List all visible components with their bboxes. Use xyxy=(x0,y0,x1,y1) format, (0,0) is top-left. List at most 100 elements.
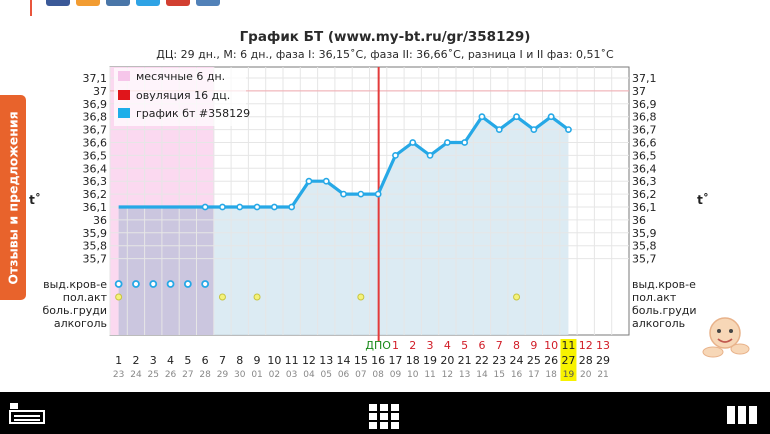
x-tick-date: 08 xyxy=(372,370,384,380)
x-tick-date: 12 xyxy=(442,370,453,380)
x-tick-day: 7 xyxy=(219,354,226,367)
bbt-point xyxy=(322,177,330,185)
x-tick-date: 07 xyxy=(355,370,366,380)
share-icon[interactable] xyxy=(76,0,100,6)
x-tick-day: 16 xyxy=(371,354,385,367)
y-tick-left: 36,6 xyxy=(83,137,108,150)
y-tick-right: 36,5 xyxy=(632,149,657,162)
legend-box xyxy=(114,68,246,126)
y-tick-right: 35,8 xyxy=(632,240,657,253)
x-tick-date: 06 xyxy=(338,370,350,380)
bbt-point xyxy=(461,139,469,146)
x-tick-date: 11 xyxy=(424,370,435,380)
dpo-tick: 9 xyxy=(530,339,537,352)
event-row-label-right: выд.кров-е xyxy=(632,278,696,291)
intercourse-marker xyxy=(253,293,261,301)
dpo-caption: ДПО xyxy=(365,339,391,352)
bbt-point xyxy=(305,177,313,185)
x-tick-date: 02 xyxy=(269,370,280,380)
menses-overlap xyxy=(118,207,214,335)
share-icon[interactable] xyxy=(106,0,130,6)
x-tick-date: 30 xyxy=(234,370,246,380)
x-tick-date: 18 xyxy=(545,370,557,380)
x-tick-date: 17 xyxy=(528,370,539,380)
bleeding-marker xyxy=(114,280,123,288)
grid-menu-icon[interactable] xyxy=(369,404,399,430)
x-tick-day: 4 xyxy=(167,354,174,367)
event-row-label-right: боль.груди xyxy=(632,304,697,317)
dpo-tick: 5 xyxy=(461,339,468,352)
x-tick-date: 05 xyxy=(321,370,332,380)
share-icon[interactable] xyxy=(166,0,190,6)
bleeding-marker xyxy=(183,280,192,288)
top-share-strip xyxy=(0,0,770,16)
share-icon[interactable] xyxy=(46,0,70,6)
bbt-point xyxy=(219,203,226,211)
x-tick-day: 13 xyxy=(319,354,333,367)
y-tick-right: 36,6 xyxy=(632,137,657,150)
x-tick-date: 03 xyxy=(286,370,297,380)
bbt-point xyxy=(374,190,382,198)
x-tick-day: 29 xyxy=(596,354,610,367)
x-tick-date: 23 xyxy=(113,370,124,380)
y-tick-left: 35,8 xyxy=(83,240,108,253)
x-tick-day: 5 xyxy=(184,354,191,367)
dpo-tick: 2 xyxy=(409,339,416,352)
x-tick-day: 27 xyxy=(561,354,575,367)
x-tick-date: 20 xyxy=(580,370,592,380)
bbt-point xyxy=(530,126,538,134)
x-tick-day: 28 xyxy=(579,354,593,367)
bbt-point xyxy=(565,126,572,134)
dpo-tick: 10 xyxy=(544,339,558,352)
x-tick-day: 12 xyxy=(302,354,316,367)
bbt-point xyxy=(201,203,209,211)
baby-mascot-icon xyxy=(702,317,750,358)
x-tick-day: 24 xyxy=(510,354,524,367)
share-icon[interactable] xyxy=(196,0,220,6)
x-tick-day: 20 xyxy=(440,354,454,367)
bleeding-marker xyxy=(132,280,140,288)
dpo-tick: 4 xyxy=(444,339,451,352)
x-tick-date: 13 xyxy=(459,370,470,380)
event-row-label-left: боль.груди xyxy=(42,304,107,317)
x-tick-day: 2 xyxy=(132,354,139,367)
x-tick-day: 22 xyxy=(475,354,489,367)
bbt-point xyxy=(357,190,365,198)
bbt-point xyxy=(270,203,278,211)
x-tick-day: 15 xyxy=(354,354,368,367)
share-icon[interactable] xyxy=(136,0,160,6)
x-tick-date: 28 xyxy=(199,370,211,380)
feedback-tab[interactable]: Отзывы и предложения xyxy=(0,95,26,300)
y-tick-right: 36,9 xyxy=(632,98,657,111)
y-tick-right: 36,3 xyxy=(632,175,657,188)
legend-label: график бт #358129 xyxy=(136,107,250,120)
dpo-tick: 7 xyxy=(496,339,503,352)
bbt-point xyxy=(409,139,417,146)
x-tick-date: 27 xyxy=(182,370,193,380)
bbt-point xyxy=(392,151,399,159)
x-tick-day: 3 xyxy=(150,354,157,367)
y-tick-left: 36 xyxy=(93,214,107,227)
event-row-label-left: алкоголь xyxy=(54,317,107,330)
intercourse-marker xyxy=(218,293,226,301)
bbt-point xyxy=(426,151,434,159)
y-tick-right: 36,1 xyxy=(632,201,657,214)
x-tick-day: 25 xyxy=(527,354,541,367)
x-tick-day: 18 xyxy=(406,354,420,367)
tabs-icon[interactable] xyxy=(727,406,757,424)
y-tick-right: 35,7 xyxy=(632,253,657,266)
x-tick-day: 21 xyxy=(458,354,472,367)
message-icon[interactable] xyxy=(9,402,45,424)
x-tick-date: 26 xyxy=(165,370,177,380)
x-tick-day: 14 xyxy=(337,354,351,367)
intercourse-marker xyxy=(115,293,123,301)
x-tick-date: 01 xyxy=(251,370,262,380)
y-axis-label-right: t˚ xyxy=(697,192,709,207)
x-tick-day: 23 xyxy=(492,354,506,367)
bbt-point xyxy=(340,190,347,198)
x-tick-date: 29 xyxy=(217,370,229,380)
y-tick-left: 36,1 xyxy=(83,201,108,214)
y-tick-right: 36,8 xyxy=(632,111,657,124)
event-row-label-left: пол.акт xyxy=(63,291,108,304)
dpo-tick: 12 xyxy=(579,339,593,352)
